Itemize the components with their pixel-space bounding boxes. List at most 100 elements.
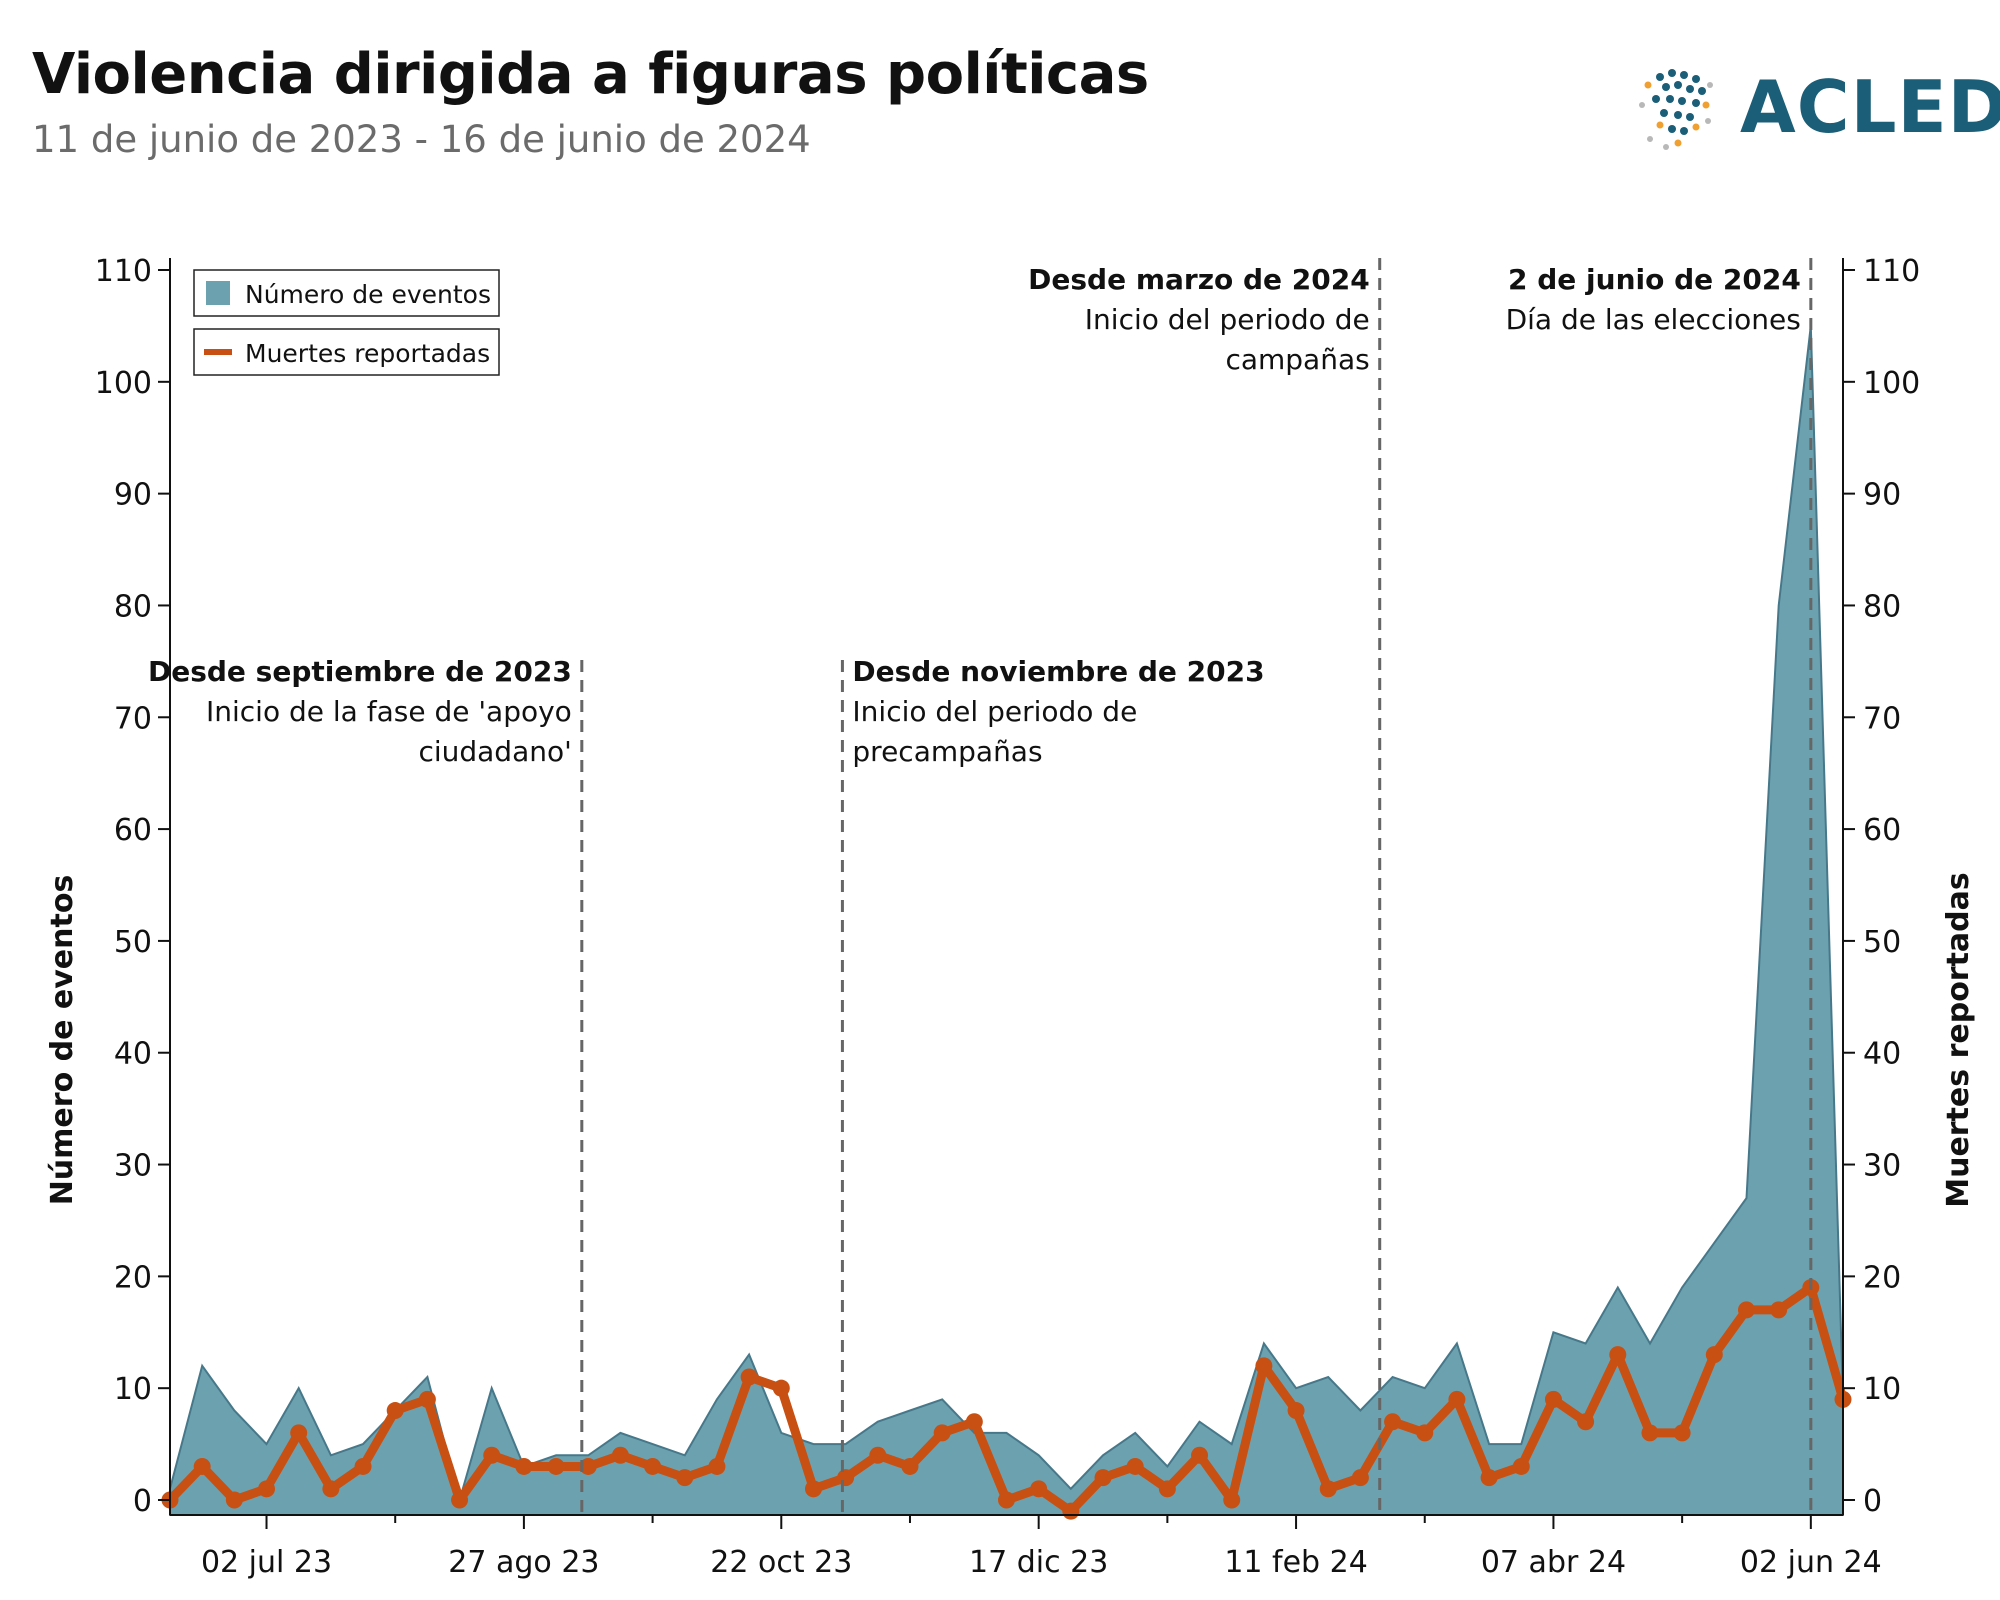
deaths-point (451, 1491, 469, 1509)
acled-logo: ACLED (1620, 55, 2000, 165)
deaths-point (837, 1469, 855, 1487)
legend-box-events (193, 269, 500, 317)
y-tick-label-right: 40 (1863, 1037, 1901, 1072)
deaths-point (1158, 1480, 1176, 1498)
deaths-point (1512, 1457, 1530, 1475)
deaths-point (804, 1480, 822, 1498)
y-tick-label-right: 30 (1863, 1149, 1901, 1184)
deaths-point (1673, 1424, 1691, 1442)
annotation-title: Desde noviembre de 2023 (852, 655, 1264, 688)
deaths-point (1480, 1469, 1498, 1487)
deaths-point (1770, 1301, 1788, 1319)
y-tick-label-right: 70 (1863, 701, 1901, 736)
y-tick-label-left: 0 (133, 1484, 152, 1519)
deaths-point (1609, 1346, 1627, 1364)
y-tick-label-right: 100 (1863, 366, 1920, 401)
y-tick-label-right: 10 (1863, 1372, 1901, 1407)
deaths-point (1030, 1480, 1048, 1498)
y-tick-label-right: 110 (1863, 254, 1920, 289)
deaths-point (1737, 1301, 1755, 1319)
x-tick-label: 17 dic 23 (969, 1545, 1108, 1580)
x-tick-label: 11 feb 24 (1224, 1545, 1367, 1580)
deaths-point (901, 1457, 919, 1475)
plot-area (161, 325, 1852, 1520)
deaths-point (1062, 1502, 1080, 1520)
y-axis-title-left: Número de eventos (45, 875, 80, 1206)
deaths-point (772, 1379, 790, 1397)
annotation-title: 2 de junio de 2024 (1508, 263, 1801, 296)
deaths-point (1094, 1469, 1112, 1487)
globe-icon (1639, 69, 1713, 150)
annotation-layer: Desde septiembre de 2023 Inicio de la fas… (148, 258, 1813, 1515)
y-tick-label-right: 90 (1863, 478, 1901, 513)
y-tick-label-right: 0 (1863, 1484, 1882, 1519)
deaths-point (1126, 1457, 1144, 1475)
x-tick-label: 07 abr 24 (1481, 1545, 1626, 1580)
annotation-text: Inicio de la fase de 'apoyo (206, 695, 572, 728)
deaths-point (1641, 1424, 1659, 1442)
chart-title: Violencia dirigida a figuras políticas (32, 42, 1149, 107)
x-tick-label: 22 oct 23 (710, 1545, 852, 1580)
legend-label-events: Número de eventos (245, 280, 491, 309)
axes-layer: 0 0 10 10 20 20 30 30 40 40 50 50 60 60 70 70 80 80 90 90 10… (95, 254, 1921, 1580)
deaths-point (965, 1413, 983, 1431)
deaths-point (225, 1491, 243, 1509)
y-tick-label-left: 10 (114, 1372, 152, 1407)
deaths-point (1255, 1357, 1273, 1375)
deaths-point (1384, 1413, 1402, 1431)
deaths-point (579, 1457, 597, 1475)
deaths-point (322, 1480, 340, 1498)
legend-swatch-events (206, 281, 230, 305)
deaths-point (547, 1457, 565, 1475)
y-tick-label-right: 50 (1863, 925, 1901, 960)
deaths-point (1448, 1390, 1466, 1408)
y-tick-label-left: 30 (114, 1149, 152, 1184)
y-tick-label-left: 110 (95, 254, 152, 289)
y-axis-title-right: Muertes reportadas (1941, 872, 1976, 1208)
annotation-text: campañas (1225, 343, 1369, 376)
deaths-point (708, 1457, 726, 1475)
deaths-point (483, 1446, 501, 1464)
deaths-point (418, 1390, 436, 1408)
deaths-point (933, 1424, 951, 1442)
y-tick-label-left: 80 (114, 589, 152, 624)
chart-subtitle: 11 de junio de 2023 - 16 de junio de 202… (32, 118, 811, 161)
y-tick-label-right: 20 (1863, 1260, 1901, 1295)
y-tick-label-left: 50 (114, 925, 152, 960)
deaths-point (515, 1457, 533, 1475)
annotation-text: Inicio del periodo de (852, 695, 1137, 728)
y-tick-label-left: 100 (95, 366, 152, 401)
legend-box-deaths (193, 328, 500, 376)
deaths-point (1416, 1424, 1434, 1442)
y-tick-label-left: 40 (114, 1037, 152, 1072)
deaths-point (386, 1402, 404, 1420)
y-tick-label-left: 20 (114, 1260, 152, 1295)
deaths-point (354, 1457, 372, 1475)
deaths-point (1705, 1346, 1723, 1364)
deaths-point (611, 1446, 629, 1464)
deaths-point (1319, 1480, 1337, 1498)
deaths-point (1287, 1402, 1305, 1420)
deaths-point (258, 1480, 276, 1498)
deaths-point (1577, 1413, 1595, 1431)
x-tick-label: 02 jul 23 (201, 1545, 332, 1580)
annotation-title: Desde septiembre de 2023 (148, 655, 572, 688)
y-tick-label-left: 90 (114, 478, 152, 513)
logo-text: ACLED (1740, 65, 2000, 149)
y-tick-label-left: 60 (114, 813, 152, 848)
deaths-point (193, 1457, 211, 1475)
annotation-text: Inicio del periodo de (1085, 303, 1370, 336)
deaths-point (644, 1457, 662, 1475)
y-tick-label-right: 60 (1863, 813, 1901, 848)
legend: Número de eventos Muertes reportadas (193, 269, 500, 376)
deaths-point (869, 1446, 887, 1464)
annotation-text: precampañas (852, 735, 1042, 768)
deaths-point (1191, 1446, 1209, 1464)
deaths-point (1544, 1390, 1562, 1408)
y-tick-label-left: 70 (114, 701, 152, 736)
x-tick-label: 27 ago 23 (448, 1545, 599, 1580)
deaths-point (290, 1424, 308, 1442)
deaths-point (998, 1491, 1015, 1509)
deaths-point (740, 1368, 758, 1386)
